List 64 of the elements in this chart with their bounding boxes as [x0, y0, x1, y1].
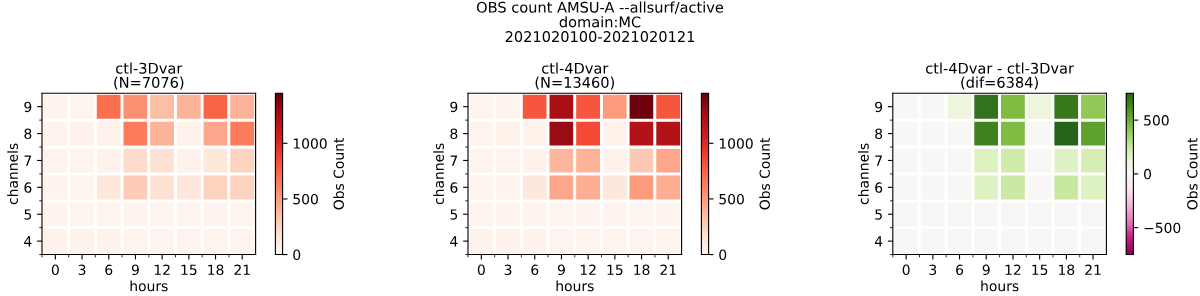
color-bar-label: 500	[719, 193, 744, 205]
chart-title: ctl-3Dvar (N=7076)	[114, 62, 184, 90]
y-tick-label: 7	[450, 155, 458, 166]
color-bar-label: 1000	[293, 138, 327, 149]
color-bar-label: 500	[1144, 115, 1169, 126]
x-tick-label: 15	[181, 264, 197, 276]
y-tick-label: 9	[875, 101, 883, 113]
x-tick-label: 18	[208, 264, 224, 276]
y-tick-label: 5	[24, 209, 32, 220]
y-tick-label: 5	[450, 209, 458, 220]
color-bar-label: 0	[1144, 168, 1152, 180]
y-tick-label: 6	[875, 182, 883, 193]
y-tick-label: 4	[24, 236, 32, 247]
x-tick-label: 9	[131, 264, 139, 276]
color-bar-title: Obs Count	[759, 137, 770, 210]
x-tick-label: 21	[1085, 264, 1101, 275]
color-bar-label: 0	[293, 249, 301, 261]
color-bar-title: Obs Count	[333, 137, 344, 210]
x-tick-label: 3	[78, 264, 86, 276]
x-tick-label: 6	[105, 264, 113, 276]
x-tick-label: 18	[1059, 264, 1075, 276]
color-bar-label: 1000	[719, 138, 753, 149]
chart-title: ctl-4Dvar - ctl-3Dvar (dif=6384)	[926, 62, 1074, 90]
x-tick-label: 18	[634, 264, 650, 276]
chart-title: ctl-4Dvar (N=13460)	[535, 62, 614, 90]
x-tick-label: 12	[154, 264, 170, 275]
color-bar-label: −500	[1144, 222, 1181, 234]
y-tick-label: 8	[875, 128, 883, 140]
x-axis-title: hours	[556, 280, 594, 292]
color-bar-label: 0	[719, 249, 727, 261]
y-tick-label: 5	[875, 209, 882, 220]
x-axis-title: hours	[981, 280, 1019, 292]
y-tick-label: 9	[24, 101, 32, 113]
x-tick-label: 0	[477, 264, 485, 276]
y-tick-label: 4	[450, 236, 458, 247]
y-axis-title: channels	[858, 143, 869, 205]
y-tick-label: 8	[450, 128, 458, 140]
x-tick-label: 6	[531, 264, 539, 276]
y-tick-label: 7	[24, 155, 32, 166]
y-tick-label: 6	[450, 182, 458, 193]
y-tick-label: 4	[874, 236, 883, 247]
x-axis-title: hours	[130, 280, 168, 292]
y-tick-label: 8	[24, 128, 32, 140]
y-axis-title: channels	[7, 143, 18, 205]
x-tick-label: 6	[956, 264, 964, 276]
color-bar-title: Obs Count	[1186, 137, 1198, 210]
x-tick-label: 3	[929, 264, 937, 276]
x-tick-label: 0	[51, 264, 59, 276]
text: OBS count AMSU-A --allsurf/active domain:MC 2021020100-2021020121	[476, 1, 724, 43]
y-tick-label: 6	[24, 182, 32, 193]
x-tick-label: 21	[660, 264, 676, 275]
x-tick-label: 15	[607, 264, 623, 276]
x-tick-label: 15	[1032, 264, 1048, 276]
y-tick-label: 7	[875, 155, 882, 166]
x-tick-label: 12	[1005, 264, 1021, 275]
x-tick-label: 0	[902, 264, 910, 276]
y-axis-title: channels	[433, 143, 444, 205]
x-tick-label: 9	[557, 264, 565, 276]
x-tick-label: 3	[504, 264, 512, 276]
x-tick-label: 21	[234, 264, 250, 275]
x-tick-label: 9	[982, 264, 990, 276]
y-tick-label: 9	[450, 101, 458, 113]
color-bar-label: 500	[293, 193, 318, 205]
x-tick-label: 12	[580, 264, 596, 275]
